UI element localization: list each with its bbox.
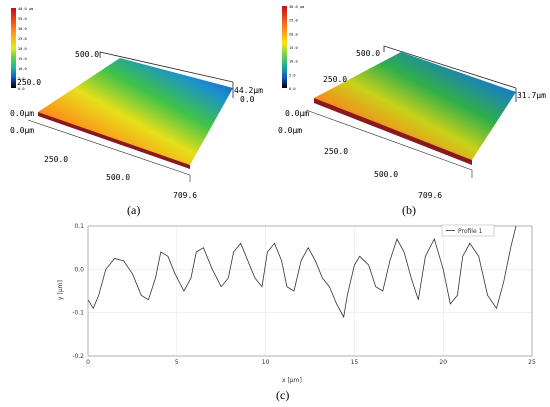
y-tick-label: 0.0 [74,266,84,273]
b-y-mid: 250.0 [323,75,347,84]
x-tick-label: 25 [528,359,536,366]
x-axis-label: x [μm] [282,377,302,384]
a-origin-y: 0.0μm [10,109,34,118]
caption-b: (b) [402,203,416,217]
a-colorbar-label: 35.0 [18,17,27,21]
y-axis-label: y [μm] [57,280,64,300]
x-tick-label: 15 [351,359,359,366]
legend-label: Profile 1 [458,228,483,235]
legend: Profile 1 [441,224,495,237]
panel-a: 40.0 μm 35.0 30.0 25.0 20.0 15.0 10.0 5.0 0.0 50… [0,0,270,218]
a-colorbar-label: 30.0 [18,27,27,31]
a-x-mid: 250.0 [44,155,68,164]
b-colorbar-label: 10.0 [289,60,298,64]
b-colorbar-label: 20.0 [289,32,298,36]
y-tick-label: -0.2 [72,353,84,360]
a-colorbar-label: 5.0 [18,77,25,81]
x-tick-label: 5 [175,359,179,366]
y-tick-label: 0.1 [74,223,84,230]
surface-a [38,58,233,165]
profile-chart: 0 5 10 15 20 25 0.1 0.0 -0.1 -0.2 Profile 1 x [μm… [57,223,536,402]
b-colorbar-label: 15.0 [289,46,298,50]
a-x-end: 709.6 [173,191,197,200]
a-origin-x: 0.0μm [10,126,34,135]
b-z-max: 31.7μm [517,91,546,100]
b-colorbar-label: 0.0 [289,87,296,91]
surface-b [314,52,516,160]
b-colorbar-label: 5.0 [289,73,296,77]
a-colorbar-label: 0.0 [18,87,25,91]
surface-plot-b: 30.0 μm 25.0 20.0 15.0 10.0 5.0 0.0 500.0 250.… [278,5,546,217]
x-tick-label: 0 [86,359,90,366]
x-tick-label: 20 [439,359,447,366]
a-z-min: 0.0 [240,95,255,104]
a-x-far: 500.0 [106,173,130,182]
b-origin-y: 0.0μm [285,109,309,118]
a-colorbar-label: 25.0 [18,37,27,41]
a-colorbar-label: 20.0 [18,47,27,51]
b-origin-x: 0.0μm [278,126,302,135]
colorbar-a [11,8,16,88]
plot-frame [87,225,533,357]
y-tick-label: -0.1 [72,310,84,317]
series-line-profile-1 [87,225,517,319]
a-y-top: 500.0 [75,50,99,59]
b-x-far: 500.0 [374,170,398,179]
caption-c: (c) [276,388,289,402]
x-tick-label: 10 [262,359,270,366]
caption-a: (a) [127,203,140,217]
b-x-mid: 250.0 [324,147,348,156]
b-colorbar-label: 25.0 [289,19,298,23]
colorbar-b [282,6,287,88]
surface-plot-a: 40.0 μm 35.0 30.0 25.0 20.0 15.0 10.0 5.0 0.0 50… [10,7,263,217]
a-colorbar-label: 15.0 [18,57,27,61]
a-z-max: 44.2μm [234,86,263,95]
a-colorbar-label: 40.0 μm [18,7,33,11]
b-x-end: 709.6 [418,191,442,200]
a-y-mid: 250.0 [17,78,41,87]
grid [87,225,533,357]
a-colorbar-label: 10.0 [18,67,27,71]
b-y-top: 500.0 [356,49,380,58]
b-colorbar-label: 30.0 μm [289,5,304,9]
panel-c: 0 5 10 15 20 25 0.1 0.0 -0.1 -0.2 Profile 1 x [μm… [50,218,550,403]
panel-b: 30.0 μm 25.0 20.0 15.0 10.0 5.0 0.0 500.0 250.… [276,0,550,218]
